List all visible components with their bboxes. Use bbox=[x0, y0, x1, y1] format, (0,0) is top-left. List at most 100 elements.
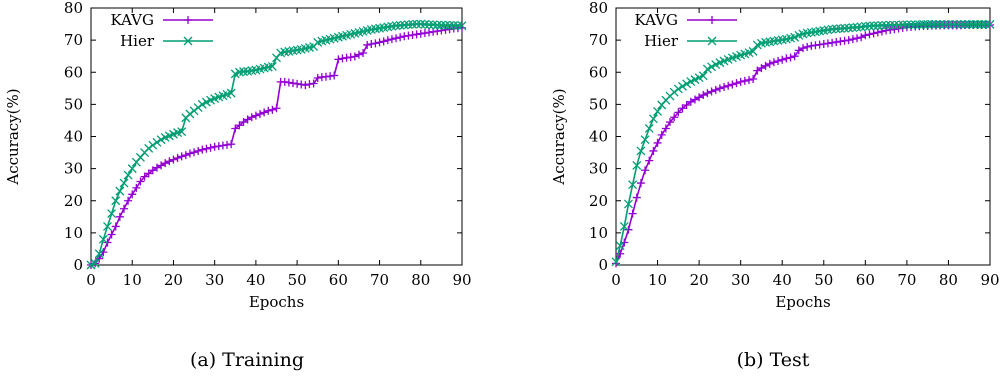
data-point bbox=[152, 163, 161, 172]
data-point bbox=[383, 36, 392, 45]
test-chart-panel: (b) Test 0 10 20 30 40 50 60 70 80 90 0 10 20 30 40 50 6… bbox=[502, 0, 1004, 381]
x-tick-label: 30 bbox=[731, 271, 750, 289]
data-point bbox=[136, 177, 145, 186]
training-chart: (a) Training 0 10 20 30 40 50 60 70 80 90 0 10 20 30 4… bbox=[4, 0, 472, 371]
data-point bbox=[906, 20, 916, 30]
data-point bbox=[107, 230, 116, 239]
data-point bbox=[227, 140, 236, 149]
data-point bbox=[161, 159, 170, 168]
data-point bbox=[90, 258, 100, 268]
data-point bbox=[669, 87, 679, 97]
data-point bbox=[873, 28, 882, 37]
test-chart: (b) Test 0 10 20 30 40 50 60 70 80 90 0 10 20 30 40 50 6… bbox=[550, 0, 1000, 371]
data-point bbox=[379, 37, 388, 46]
series-line bbox=[90, 23, 462, 266]
y-tick-label: 70 bbox=[64, 31, 83, 49]
data-point bbox=[190, 148, 199, 157]
data-point bbox=[624, 199, 633, 209]
data-point bbox=[396, 33, 405, 42]
y-tick-label: 40 bbox=[589, 128, 608, 146]
data-point bbox=[615, 241, 625, 251]
data-point bbox=[699, 91, 708, 100]
x-tick-label: 0 bbox=[611, 271, 621, 289]
data-point bbox=[632, 193, 641, 202]
x-tick-label: 60 bbox=[856, 271, 875, 289]
data-point bbox=[115, 212, 124, 221]
data-point bbox=[371, 39, 380, 48]
x-tick-label: 10 bbox=[648, 271, 667, 289]
data-point bbox=[885, 20, 895, 30]
data-point bbox=[148, 166, 157, 175]
y-tick-label: 0 bbox=[73, 256, 83, 274]
data-point bbox=[844, 36, 853, 45]
data-point bbox=[861, 31, 870, 40]
data-point bbox=[724, 81, 733, 90]
data-point bbox=[156, 135, 166, 145]
data-point bbox=[412, 19, 422, 29]
x-tick-label: 50 bbox=[288, 271, 307, 289]
legend-label: Hier bbox=[120, 32, 155, 50]
data-point bbox=[865, 30, 874, 39]
x-tick-label: 80 bbox=[939, 271, 958, 289]
data-point bbox=[94, 249, 104, 259]
data-point bbox=[330, 71, 339, 80]
x-axis-title: Epochs bbox=[775, 293, 830, 311]
data-point bbox=[889, 20, 899, 30]
data-point bbox=[749, 74, 758, 83]
data-point bbox=[424, 20, 434, 30]
data-point bbox=[682, 101, 691, 110]
data-point bbox=[981, 19, 991, 29]
data-point bbox=[682, 79, 692, 89]
y-tick-label: 60 bbox=[589, 63, 608, 81]
x-tick-label: 10 bbox=[123, 271, 142, 289]
legend-label: Hier bbox=[644, 32, 679, 50]
x-axis-title: Epochs bbox=[249, 293, 304, 311]
series-kavg bbox=[87, 23, 466, 269]
y-tick-label: 50 bbox=[64, 95, 83, 113]
y-tick-label: 10 bbox=[64, 224, 83, 242]
data-point bbox=[148, 140, 158, 150]
y-tick-label: 80 bbox=[589, 0, 608, 17]
data-point bbox=[301, 81, 310, 90]
series-hier bbox=[86, 19, 467, 270]
data-point bbox=[256, 110, 265, 119]
y-tick-label: 50 bbox=[589, 95, 608, 113]
data-point bbox=[128, 190, 137, 199]
data-point bbox=[251, 111, 260, 120]
data-point bbox=[387, 35, 396, 44]
data-point bbox=[144, 169, 153, 178]
data-point bbox=[935, 19, 945, 29]
data-point bbox=[177, 152, 186, 161]
data-point bbox=[927, 19, 937, 29]
data-point bbox=[235, 121, 244, 130]
data-point bbox=[702, 64, 712, 74]
data-point bbox=[267, 62, 277, 71]
series-kavg bbox=[612, 21, 994, 268]
legend-marker bbox=[183, 36, 193, 46]
data-point bbox=[973, 19, 982, 29]
data-point bbox=[197, 99, 207, 109]
data-point bbox=[690, 95, 699, 104]
x-tick-label: 20 bbox=[164, 271, 183, 289]
series-line bbox=[615, 24, 990, 264]
data-point bbox=[354, 50, 363, 59]
x-tick-label: 20 bbox=[690, 271, 709, 289]
data-point bbox=[657, 130, 666, 139]
data-point bbox=[185, 149, 194, 158]
data-point bbox=[313, 74, 322, 83]
x-tick-label: 80 bbox=[411, 271, 430, 289]
data-point bbox=[644, 124, 654, 133]
data-point bbox=[239, 118, 248, 127]
x-tick-label: 40 bbox=[246, 271, 265, 289]
data-point bbox=[740, 76, 749, 85]
x-tick-label: 50 bbox=[814, 271, 833, 289]
y-tick-label: 80 bbox=[64, 0, 83, 17]
data-point bbox=[619, 221, 629, 231]
data-point bbox=[165, 157, 174, 166]
data-point bbox=[670, 113, 679, 122]
chart-caption: (b) Test bbox=[737, 349, 810, 371]
data-point bbox=[198, 145, 207, 154]
data-point bbox=[363, 40, 372, 49]
data-point bbox=[744, 75, 753, 84]
data-point bbox=[226, 88, 236, 98]
